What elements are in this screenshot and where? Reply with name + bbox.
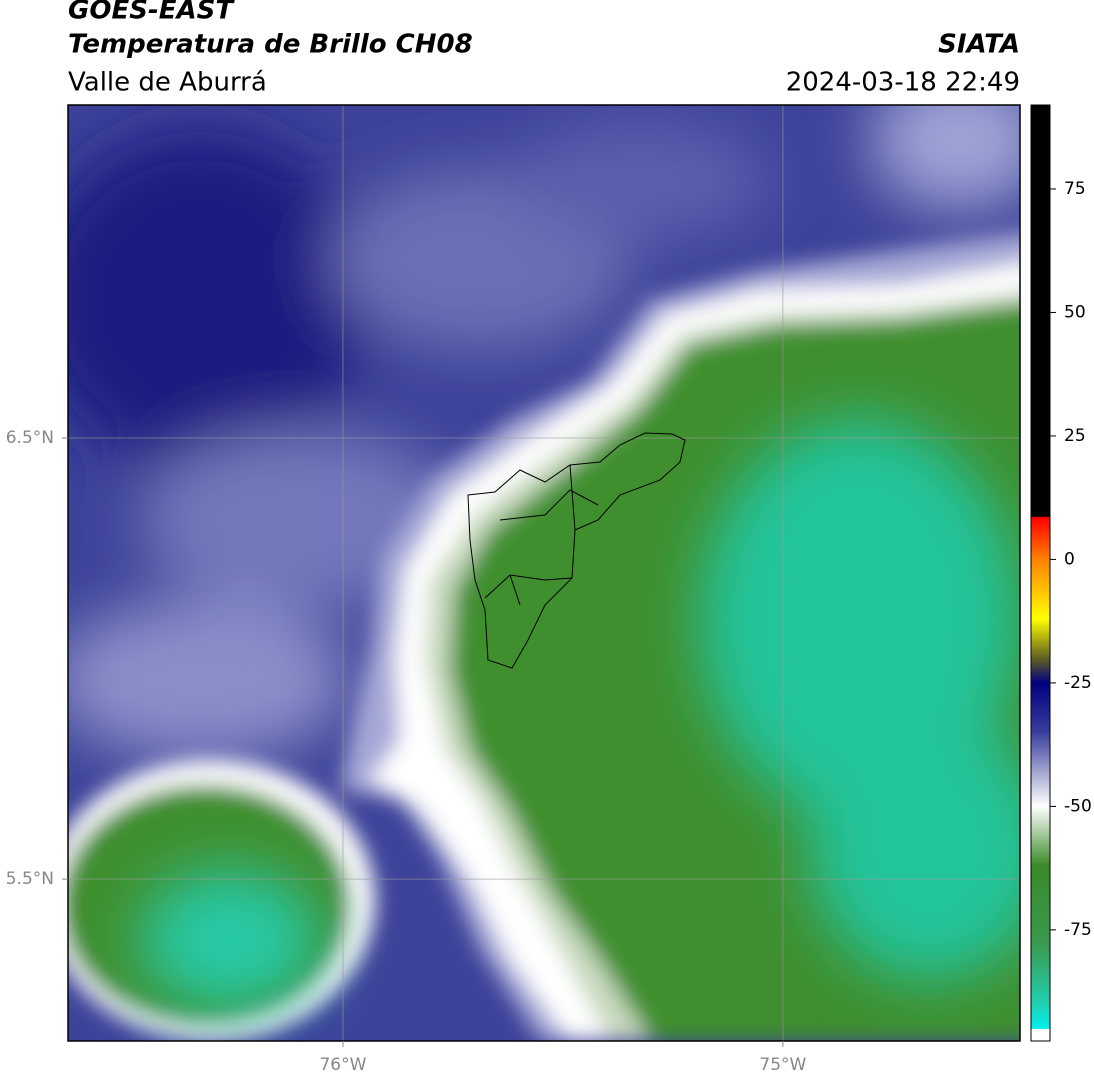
region: Valle de Aburrá [68, 68, 267, 98]
colorbar-tick-label: -75 [1064, 920, 1092, 940]
x-tick-label: 76°W [319, 1055, 366, 1075]
colorbar-tick-label: 50 [1064, 302, 1086, 322]
colorbar-tick-label: -25 [1064, 673, 1092, 693]
colorbar-tick-label: 75 [1064, 179, 1086, 199]
colorbar-tick-label: 25 [1064, 426, 1086, 446]
subtitle: Temperatura de Brillo CH08 [68, 30, 473, 60]
colorbar [1030, 104, 1051, 1042]
y-tick-label: 5.5°N [6, 869, 54, 889]
colorbar-tick-label: -50 [1064, 796, 1092, 816]
colorbar-tick-label: 0 [1064, 549, 1075, 569]
y-tick-label: 6.5°N [6, 428, 54, 448]
source: SIATA [938, 30, 1020, 60]
map-frame [67, 104, 1021, 1042]
title: GOES-EAST [68, 0, 235, 26]
satellite-image [68, 105, 1020, 1041]
graticule [68, 105, 1020, 1041]
x-tick-label: 75°W [759, 1055, 806, 1075]
valley-boundary [467, 432, 686, 669]
datetime: 2024-03-18 22:49 [786, 68, 1020, 98]
